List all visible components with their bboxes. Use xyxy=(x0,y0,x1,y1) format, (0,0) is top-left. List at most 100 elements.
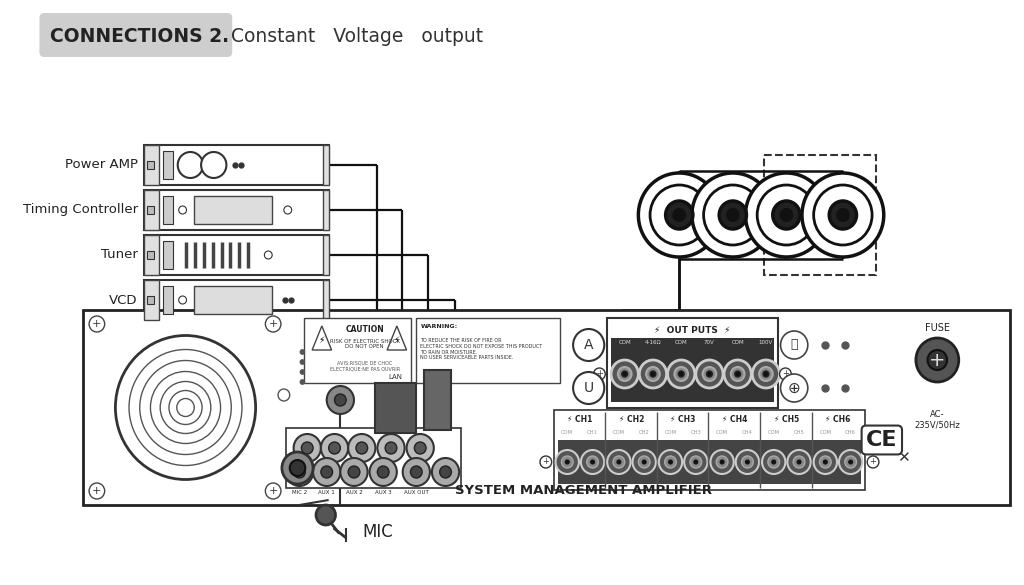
Text: 100V: 100V xyxy=(759,340,773,346)
Circle shape xyxy=(658,450,682,474)
Circle shape xyxy=(179,296,186,304)
Text: COM: COM xyxy=(675,340,687,346)
Text: COM: COM xyxy=(665,429,677,435)
Circle shape xyxy=(703,185,762,245)
Circle shape xyxy=(300,370,305,374)
Circle shape xyxy=(650,185,709,245)
Text: +: + xyxy=(92,319,101,329)
Text: COM: COM xyxy=(618,340,631,346)
Circle shape xyxy=(849,460,853,464)
Bar xyxy=(323,145,329,185)
Circle shape xyxy=(727,209,738,221)
Circle shape xyxy=(839,450,862,474)
Text: RISK OF ELECTRIC SHOCK
DO NOT OPEN: RISK OF ELECTRIC SHOCK DO NOT OPEN xyxy=(330,339,399,349)
Circle shape xyxy=(768,456,779,468)
Bar xyxy=(83,310,1011,505)
Bar xyxy=(554,410,865,490)
Circle shape xyxy=(617,367,632,381)
Text: CH3: CH3 xyxy=(690,429,701,435)
Text: ⚡ CH1: ⚡ CH1 xyxy=(567,415,593,425)
Text: FUSE: FUSE xyxy=(925,323,950,333)
Circle shape xyxy=(707,371,713,377)
Circle shape xyxy=(294,434,321,462)
Circle shape xyxy=(378,434,404,462)
Circle shape xyxy=(772,460,775,464)
Circle shape xyxy=(607,450,631,474)
Circle shape xyxy=(696,360,723,388)
Circle shape xyxy=(762,450,785,474)
Text: CONNECTIONS 2.: CONNECTIONS 2. xyxy=(50,26,229,46)
Circle shape xyxy=(780,331,808,359)
Text: ⚡: ⚡ xyxy=(318,336,325,345)
Circle shape xyxy=(573,329,604,361)
Text: ⊕: ⊕ xyxy=(787,380,801,395)
Text: CH6: CH6 xyxy=(845,429,856,435)
Circle shape xyxy=(540,456,552,468)
Circle shape xyxy=(928,350,947,370)
Text: +: + xyxy=(543,457,549,466)
Bar xyxy=(304,318,412,383)
Circle shape xyxy=(591,460,595,464)
Bar xyxy=(143,145,159,185)
Bar xyxy=(323,235,329,275)
Circle shape xyxy=(719,201,746,229)
Circle shape xyxy=(201,152,226,178)
Bar xyxy=(146,296,155,304)
Circle shape xyxy=(779,368,792,380)
Circle shape xyxy=(402,458,430,486)
Circle shape xyxy=(753,360,779,388)
Bar xyxy=(163,241,173,269)
Circle shape xyxy=(711,450,734,474)
Text: ⛨: ⛨ xyxy=(791,339,798,352)
Text: ⚡  OUT PUTS  ⚡: ⚡ OUT PUTS ⚡ xyxy=(654,325,731,335)
Circle shape xyxy=(179,206,186,214)
Bar xyxy=(163,286,173,314)
Circle shape xyxy=(300,380,305,384)
Text: CE: CE xyxy=(866,430,898,450)
Circle shape xyxy=(787,450,811,474)
Circle shape xyxy=(802,173,884,257)
Text: ✕: ✕ xyxy=(897,450,909,466)
Circle shape xyxy=(773,201,800,229)
Text: AUX 1: AUX 1 xyxy=(318,490,335,494)
Bar xyxy=(143,280,159,320)
Circle shape xyxy=(633,450,656,474)
Text: AUX OUT: AUX OUT xyxy=(403,490,429,494)
Bar xyxy=(143,190,159,230)
Bar xyxy=(163,196,173,224)
Circle shape xyxy=(829,201,856,229)
Text: VCD: VCD xyxy=(110,294,138,307)
Circle shape xyxy=(89,483,104,499)
Circle shape xyxy=(814,185,872,245)
Circle shape xyxy=(668,360,695,388)
Circle shape xyxy=(639,360,667,388)
Circle shape xyxy=(415,442,426,454)
Circle shape xyxy=(665,456,676,468)
Bar xyxy=(163,151,173,179)
Text: ⚡ CH3: ⚡ CH3 xyxy=(671,415,696,425)
Circle shape xyxy=(650,371,656,377)
Circle shape xyxy=(638,456,650,468)
Circle shape xyxy=(757,185,815,245)
Bar xyxy=(424,370,452,430)
Bar xyxy=(143,235,159,275)
Text: ⚡ CH2: ⚡ CH2 xyxy=(618,415,644,425)
Circle shape xyxy=(301,442,313,454)
Circle shape xyxy=(690,456,701,468)
Circle shape xyxy=(741,456,754,468)
Polygon shape xyxy=(312,326,332,350)
Bar xyxy=(607,318,777,408)
Circle shape xyxy=(178,152,203,178)
Circle shape xyxy=(316,505,336,525)
Circle shape xyxy=(348,434,376,462)
Circle shape xyxy=(561,456,573,468)
Circle shape xyxy=(327,386,354,414)
Text: ⚡: ⚡ xyxy=(393,336,400,345)
Circle shape xyxy=(116,336,256,480)
Bar xyxy=(323,190,329,230)
Circle shape xyxy=(814,450,837,474)
Circle shape xyxy=(724,360,752,388)
Text: AUX 3: AUX 3 xyxy=(375,490,391,494)
FancyBboxPatch shape xyxy=(40,13,232,57)
Text: Tuner: Tuner xyxy=(101,249,138,261)
